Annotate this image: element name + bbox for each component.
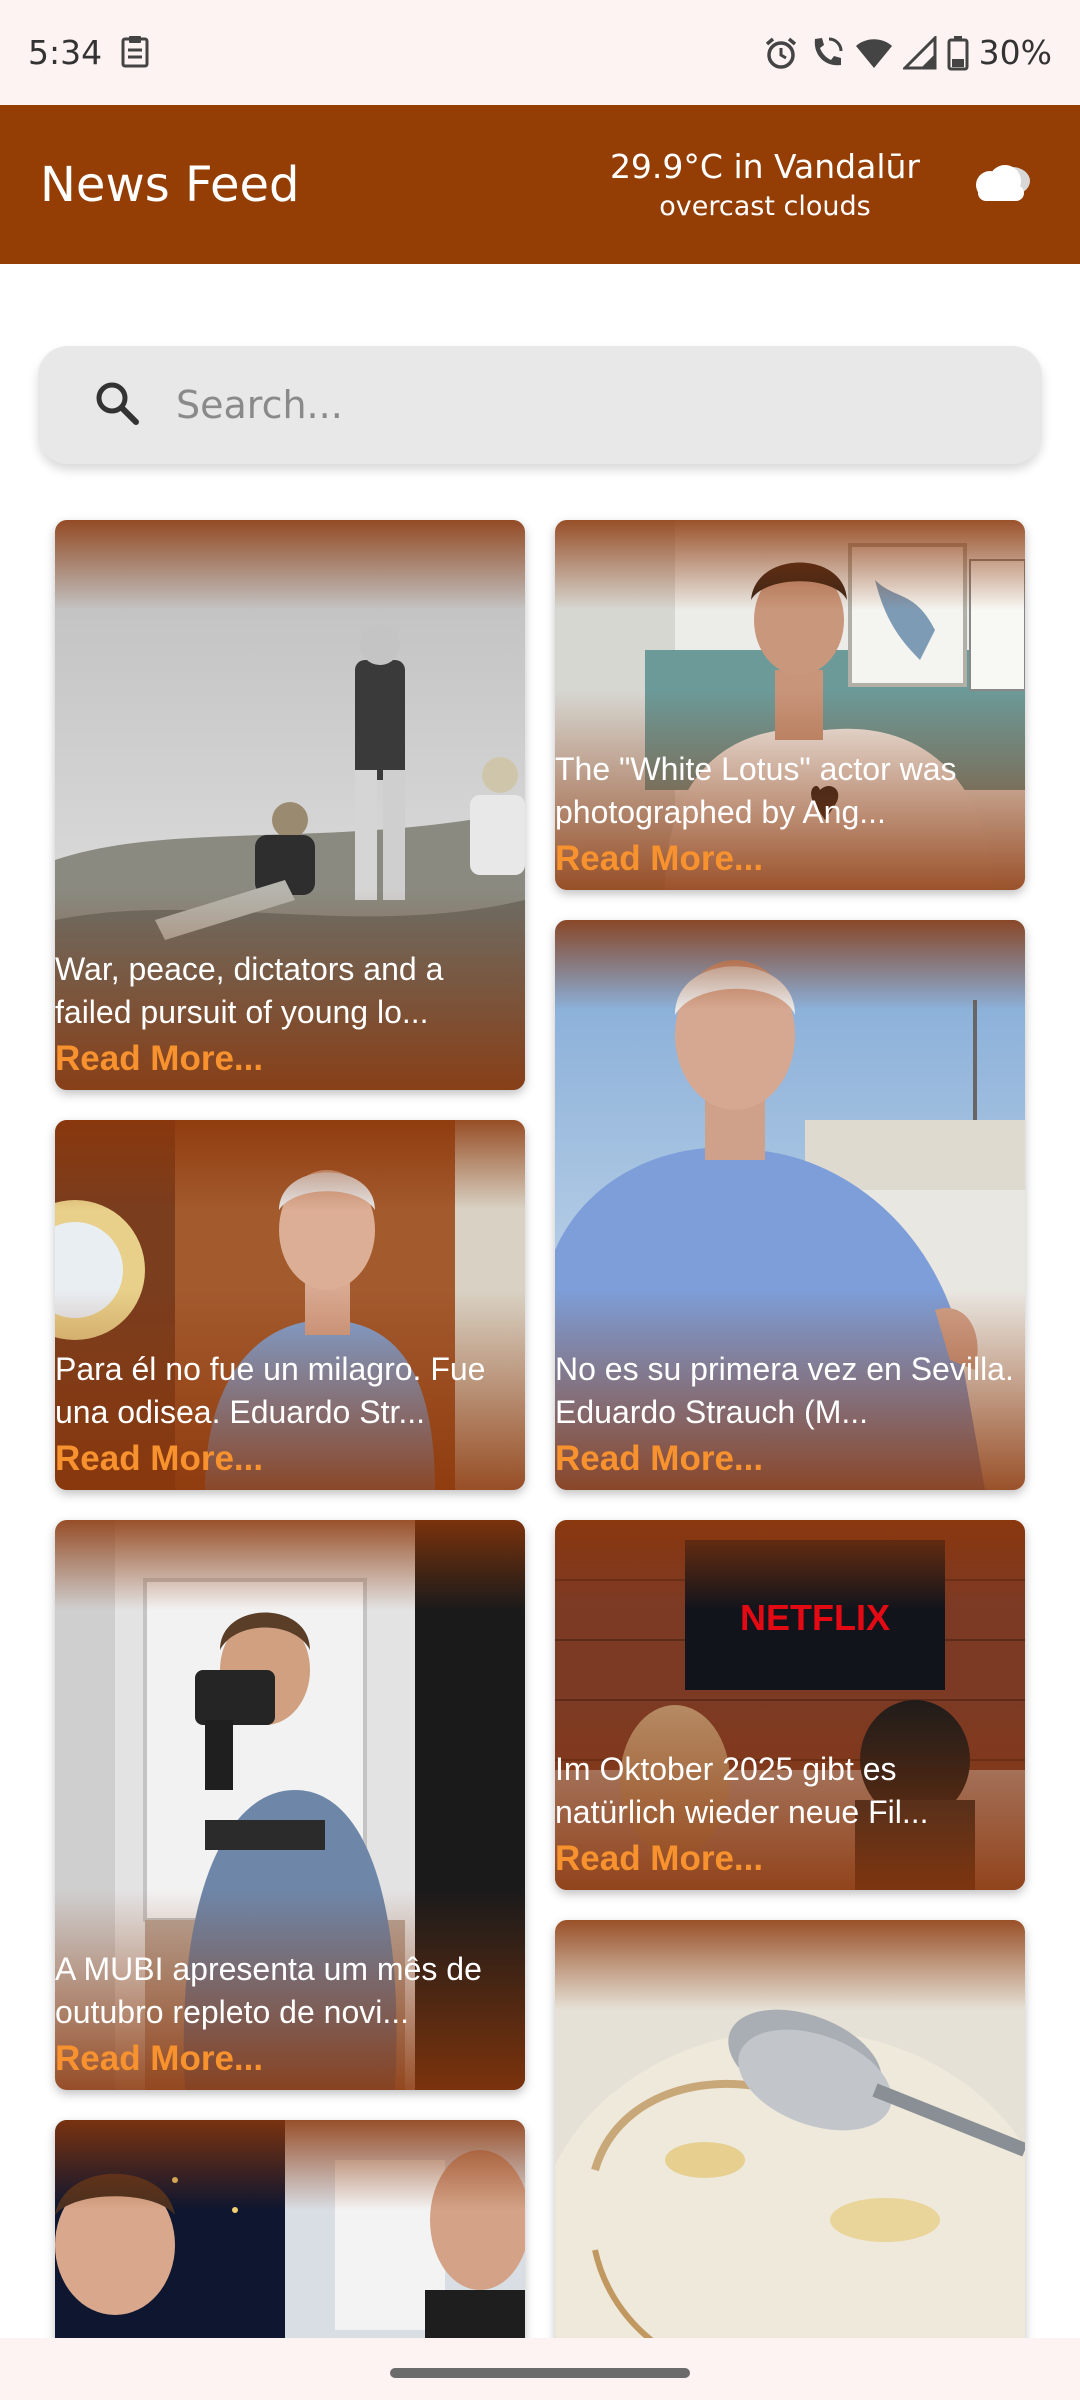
card-shade xyxy=(555,1920,1025,2010)
cloud-icon xyxy=(960,153,1040,217)
weather-temperature: 29.9°C in Vandalūr xyxy=(609,146,920,186)
card-text: Im Oktober 2025 gibt es natürlich wieder… xyxy=(555,1748,1025,1890)
battery-icon xyxy=(947,35,969,71)
card-shade xyxy=(55,1520,525,1610)
news-card[interactable]: War, peace, dictators and a failed pursu… xyxy=(55,520,525,1090)
app-header: News Feed 29.9°C in Vandalūr overcast cl… xyxy=(0,105,1080,264)
home-gesture-handle[interactable] xyxy=(390,2368,690,2378)
news-card[interactable]: No es su primera vez en Sevilla. Eduardo… xyxy=(555,920,1025,1490)
card-description: Para él no fue un milagro. Fue una odise… xyxy=(55,1351,486,1430)
news-card[interactable]: The "White Lotus" actor was photographed… xyxy=(555,520,1025,890)
weather-description: overcast clouds xyxy=(659,190,871,222)
read-more-link[interactable]: Read More... xyxy=(55,2039,264,2078)
wifi-call-icon xyxy=(809,35,845,71)
read-more-link[interactable]: Read More... xyxy=(555,839,764,878)
battery-percent: 30% xyxy=(978,33,1052,72)
status-bar: 5:34 30% xyxy=(0,0,1080,105)
search-bar[interactable] xyxy=(38,346,1042,464)
card-shade xyxy=(55,1290,525,1490)
news-card[interactable]: Para él no fue un milagro. Fue una odise… xyxy=(55,1120,525,1490)
card-description: Im Oktober 2025 gibt es natürlich wieder… xyxy=(555,1751,929,1830)
signal-icon xyxy=(902,35,937,70)
clipboard-icon xyxy=(120,34,150,72)
news-feed-content[interactable]: War, peace, dictators and a failed pursu… xyxy=(0,264,1080,2338)
weather-info: 29.9°C in Vandalūr overcast clouds xyxy=(610,145,920,225)
card-shade xyxy=(55,2120,525,2210)
news-card[interactable]: NETFLIX Im Oktober 2025 gibt es natürlic… xyxy=(555,1520,1025,1890)
card-shade xyxy=(555,690,1025,890)
card-shade xyxy=(555,1690,1025,1890)
card-text: The "White Lotus" actor was photographed… xyxy=(555,748,1025,890)
card-description: No es su primera vez en Sevilla. Eduardo… xyxy=(555,1351,1014,1430)
news-card[interactable] xyxy=(555,1920,1025,2338)
card-shade xyxy=(555,920,1025,1010)
news-card[interactable] xyxy=(55,2120,525,2338)
card-description: A MUBI apresenta um mês de outubro reple… xyxy=(55,1951,482,2030)
card-shade xyxy=(555,1290,1025,1490)
read-more-link[interactable]: Read More... xyxy=(55,1039,264,1078)
status-time: 5:34 xyxy=(28,33,103,72)
card-description: The "White Lotus" actor was photographed… xyxy=(555,751,957,830)
news-card[interactable]: A MUBI apresenta um mês de outubro reple… xyxy=(55,1520,525,2090)
read-more-link[interactable]: Read More... xyxy=(555,1439,764,1478)
card-description: War, peace, dictators and a failed pursu… xyxy=(55,951,444,1030)
card-shade xyxy=(55,1890,525,2090)
card-text: War, peace, dictators and a failed pursu… xyxy=(55,948,525,1090)
search-input[interactable] xyxy=(176,383,976,427)
wifi-icon xyxy=(855,36,893,70)
read-more-link[interactable]: Read More... xyxy=(55,1439,264,1478)
card-shade xyxy=(55,1120,525,1210)
search-icon xyxy=(94,380,140,430)
card-text: Para él no fue un milagro. Fue una odise… xyxy=(55,1348,525,1490)
card-shade xyxy=(555,520,1025,610)
alarm-icon xyxy=(763,35,799,71)
card-shade xyxy=(555,1520,1025,1610)
read-more-link[interactable]: Read More... xyxy=(555,1839,764,1878)
card-text: A MUBI apresenta um mês de outubro reple… xyxy=(55,1948,525,2090)
navigation-bar xyxy=(0,2338,1080,2400)
card-shade xyxy=(55,520,525,610)
card-shade xyxy=(55,890,525,1090)
card-text: No es su primera vez en Sevilla. Eduardo… xyxy=(555,1348,1025,1490)
page-title: News Feed xyxy=(40,156,300,213)
